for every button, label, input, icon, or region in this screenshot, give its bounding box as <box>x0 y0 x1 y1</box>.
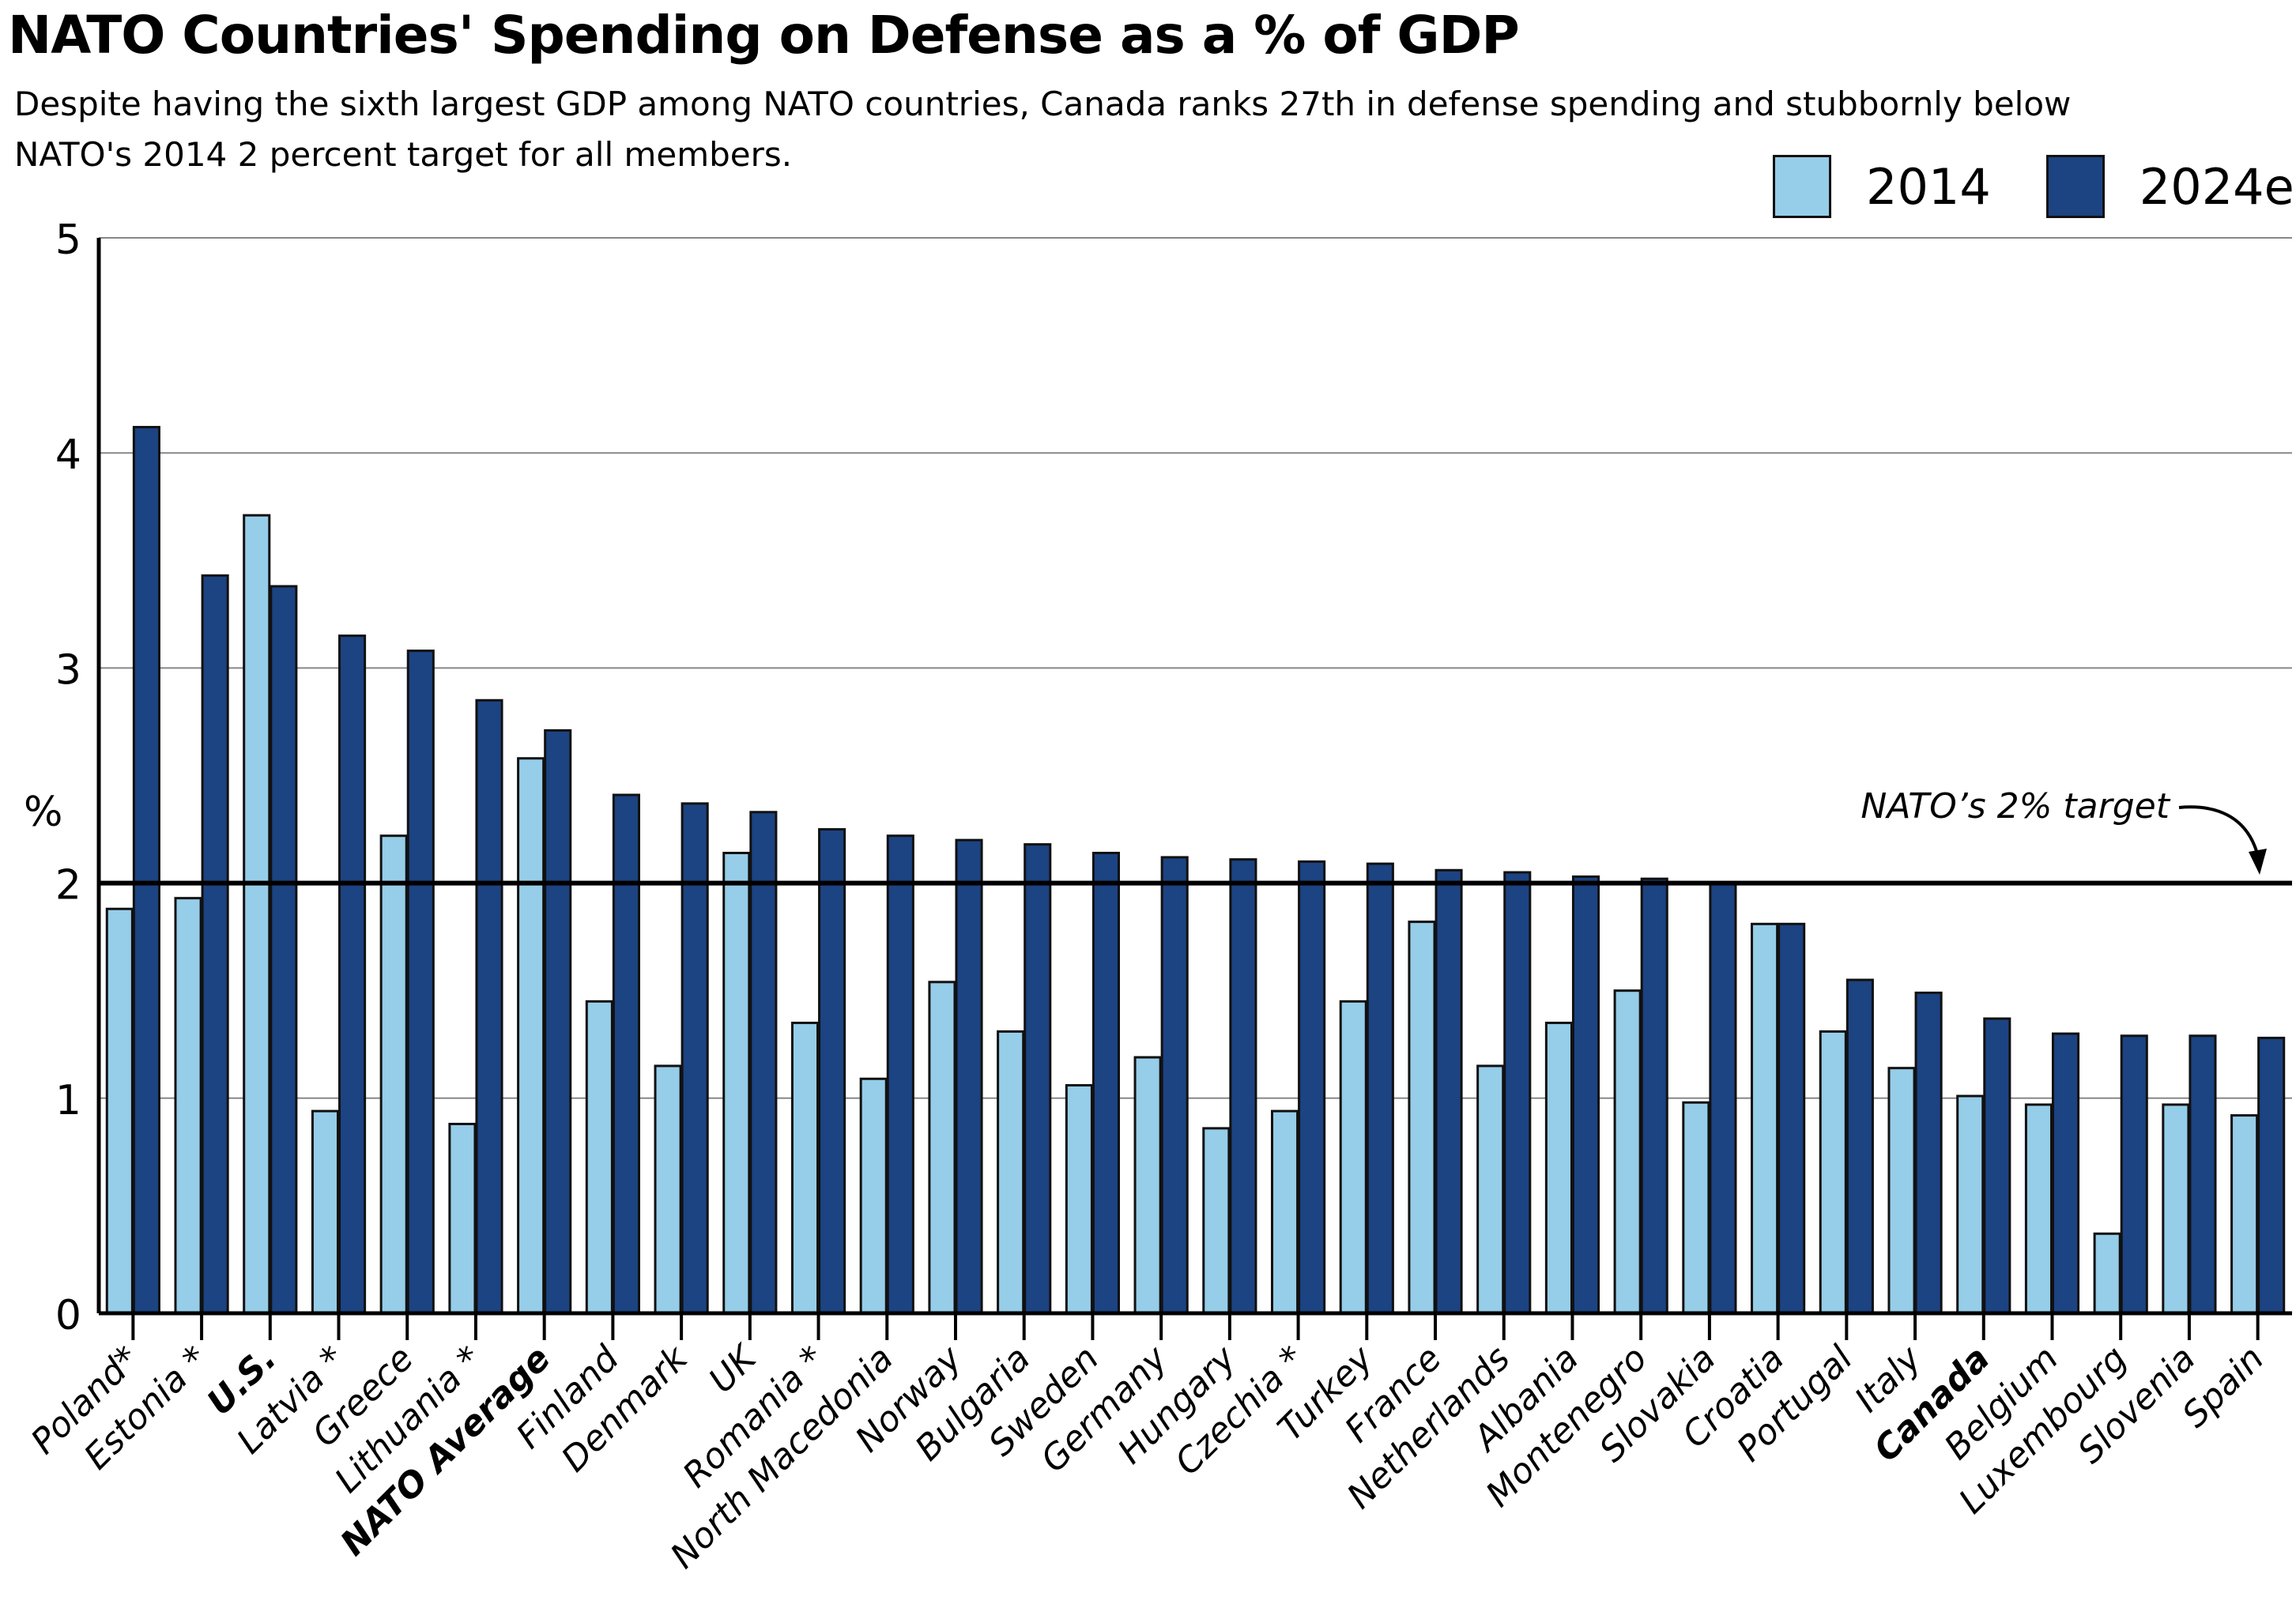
bar-2024e-poland- <box>132 426 160 1315</box>
bar-2024e-netherlands <box>1503 871 1532 1315</box>
legend-swatch-2024e <box>2045 155 2105 218</box>
y-tick-label-3: 3 <box>55 646 81 694</box>
bar-2014-estonia- <box>174 897 202 1315</box>
bar-2024e-czechia- <box>1298 860 1326 1315</box>
bar-2024e-u-s- <box>270 585 298 1315</box>
bar-2024e-uk <box>749 811 778 1315</box>
bar-2024e-luxembourg <box>2120 1034 2148 1315</box>
bar-2024e-denmark <box>681 802 709 1315</box>
y-tick-label-2: 2 <box>55 862 81 909</box>
bar-2024e-slovakia <box>1709 882 1737 1315</box>
legend-label-2024e: 2024e <box>2139 157 2294 216</box>
bar-2014-canada <box>1956 1094 1985 1315</box>
bar-2024e-france <box>1435 868 1463 1315</box>
bar-2014-uk <box>722 851 751 1315</box>
bar-2024e-montenegro <box>1640 877 1668 1315</box>
bar-2024e-portugal <box>1845 978 1874 1315</box>
bar-2024e-italy <box>1914 991 1943 1315</box>
bar-2014-latvia- <box>311 1109 340 1315</box>
bar-2014-czechia- <box>1270 1109 1299 1315</box>
y-axis-label: % <box>24 789 62 836</box>
bar-2014-north-macedonia <box>859 1077 888 1315</box>
bar-2014-bulgaria <box>997 1030 1025 1315</box>
bar-2024e-finland <box>612 793 640 1315</box>
bar-2014-lithuania- <box>448 1122 477 1315</box>
y-tick-label-1: 1 <box>55 1077 81 1124</box>
bar-2024e-greece <box>406 650 435 1315</box>
bar-2014-poland- <box>105 907 134 1315</box>
bar-2024e-spain <box>2257 1037 2286 1315</box>
target-annotation: NATO’s 2% target <box>99 786 2292 886</box>
chart-title: NATO Countries' Spending on Defense as a… <box>8 5 1520 66</box>
bar-2024e-estonia- <box>201 574 229 1315</box>
annotation-arrow-curve <box>2178 805 2260 860</box>
bar-2024e-north-macedonia <box>886 834 914 1315</box>
bar-2014-u-s- <box>243 514 271 1315</box>
bar-2014-finland <box>585 1000 613 1315</box>
legend-swatch-2014 <box>1773 155 1831 218</box>
bar-2014-sweden <box>1065 1083 1093 1315</box>
annotation-arrow-head-icon <box>2249 849 2267 875</box>
bar-2024e-latvia- <box>338 635 367 1315</box>
bar-2014-croatia <box>1751 922 1779 1315</box>
bar-2014-france <box>1408 921 1436 1315</box>
y-tick-label-4: 4 <box>55 431 81 479</box>
legend: 2014 2024e <box>1773 155 2296 218</box>
bar-2014-albania <box>1544 1022 1573 1315</box>
y-tick-label-5: 5 <box>55 217 81 264</box>
bar-2024e-lithuania- <box>475 699 503 1315</box>
bar-2014-greece <box>379 834 408 1315</box>
bar-2024e-belgium <box>2051 1032 2080 1315</box>
bar-2014-nato-average <box>517 757 545 1315</box>
target-annotation-label: NATO’s 2% target <box>1861 786 2170 827</box>
bar-2024e-romania- <box>818 828 846 1315</box>
bar-2024e-turkey <box>1366 862 1394 1315</box>
bar-2024e-nato-average <box>544 729 572 1315</box>
bar-2014-romania- <box>790 1022 820 1315</box>
chart-subtitle: Despite having the sixth largest GDP amo… <box>14 85 2072 174</box>
bar-2024e-germany <box>1160 856 1189 1315</box>
bar-2014-hungary <box>1202 1127 1231 1315</box>
bar-2014-denmark <box>654 1064 682 1315</box>
bar-2024e-sweden <box>1091 851 1121 1315</box>
bar-2014-portugal <box>1819 1030 1847 1315</box>
bar-2014-slovenia <box>2162 1103 2190 1315</box>
bar-2024e-bulgaria <box>1024 843 1052 1315</box>
bars <box>105 426 2286 1315</box>
bar-2024e-albania <box>1571 875 1600 1315</box>
bar-2014-turkey <box>1339 1000 1367 1315</box>
bar-2014-montenegro <box>1613 989 1642 1315</box>
bar-2014-norway <box>928 981 956 1315</box>
legend-item-2024e: 2024e <box>2045 155 2294 218</box>
bar-2014-belgium <box>2024 1103 2053 1315</box>
bar-2014-slovakia <box>1682 1101 1710 1315</box>
legend-item-2014: 2014 <box>1773 155 1991 218</box>
bar-2014-luxembourg <box>2093 1232 2121 1315</box>
bar-2024e-norway <box>955 838 983 1315</box>
bar-2014-italy <box>1887 1067 1916 1315</box>
axes <box>96 238 2292 1340</box>
y-tick-label-0: 0 <box>55 1292 81 1339</box>
bar-2014-germany <box>1133 1056 1162 1315</box>
bar-2014-spain <box>2230 1114 2259 1315</box>
bar-2014-netherlands <box>1476 1064 1505 1315</box>
legend-label-2014: 2014 <box>1866 157 1991 216</box>
bar-2024e-croatia <box>1778 922 1806 1315</box>
bar-2024e-hungary <box>1229 858 1257 1315</box>
bar-2024e-canada <box>1983 1017 2011 1315</box>
bar-2024e-slovenia <box>2189 1034 2217 1315</box>
